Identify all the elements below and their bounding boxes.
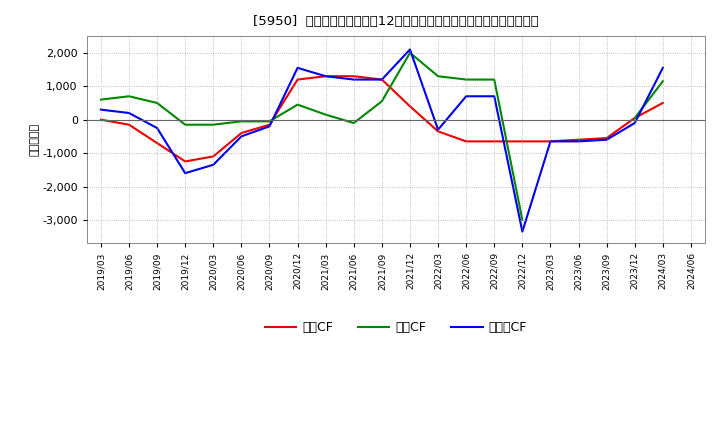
- 投資CF: [181, 122, 189, 127]
- フリーCF: [490, 94, 498, 99]
- 投資CF: [96, 97, 105, 102]
- フリーCF: [181, 171, 189, 176]
- 営業CF: [631, 115, 639, 121]
- フリーCF: [321, 73, 330, 79]
- 営業CF: [265, 122, 274, 127]
- 投資CF: [518, 217, 526, 223]
- 営業CF: [181, 159, 189, 164]
- 投資CF: [237, 119, 246, 124]
- Line: 投資CF: 投資CF: [101, 53, 522, 220]
- フリーCF: [433, 127, 442, 132]
- フリーCF: [575, 139, 583, 144]
- フリーCF: [96, 107, 105, 112]
- フリーCF: [659, 65, 667, 70]
- フリーCF: [631, 121, 639, 126]
- 営業CF: [349, 73, 358, 79]
- 営業CF: [321, 73, 330, 79]
- 投資CF: [377, 99, 386, 104]
- 営業CF: [603, 136, 611, 141]
- 投資CF: [209, 122, 217, 127]
- フリーCF: [405, 47, 414, 52]
- 投資CF: [125, 94, 133, 99]
- Line: フリーCF: フリーCF: [101, 49, 663, 231]
- 営業CF: [237, 130, 246, 136]
- 営業CF: [125, 122, 133, 127]
- フリーCF: [462, 94, 470, 99]
- 営業CF: [96, 117, 105, 122]
- 営業CF: [518, 139, 526, 144]
- 営業CF: [490, 139, 498, 144]
- 投資CF: [405, 50, 414, 55]
- 営業CF: [462, 139, 470, 144]
- 営業CF: [209, 154, 217, 159]
- フリーCF: [518, 229, 526, 234]
- Title: [5950]  キャッシュフローの12か月移動合計の対前年同期増減額の推移: [5950] キャッシュフローの12か月移動合計の対前年同期増減額の推移: [253, 15, 539, 28]
- 営業CF: [546, 139, 555, 144]
- Y-axis label: （百万円）: （百万円）: [30, 123, 40, 156]
- 営業CF: [659, 100, 667, 106]
- フリーCF: [603, 137, 611, 143]
- 投資CF: [433, 73, 442, 79]
- 投資CF: [153, 100, 161, 106]
- フリーCF: [237, 134, 246, 139]
- フリーCF: [377, 77, 386, 82]
- 営業CF: [153, 140, 161, 146]
- 投資CF: [265, 119, 274, 124]
- フリーCF: [265, 124, 274, 129]
- 営業CF: [377, 77, 386, 82]
- フリーCF: [209, 162, 217, 168]
- Line: 営業CF: 営業CF: [101, 76, 663, 161]
- 投資CF: [462, 77, 470, 82]
- 投資CF: [490, 77, 498, 82]
- フリーCF: [153, 125, 161, 131]
- フリーCF: [546, 139, 555, 144]
- 営業CF: [575, 137, 583, 143]
- 営業CF: [405, 104, 414, 109]
- フリーCF: [349, 77, 358, 82]
- 投資CF: [293, 102, 302, 107]
- 営業CF: [293, 77, 302, 82]
- 投資CF: [321, 112, 330, 117]
- フリーCF: [125, 110, 133, 116]
- 営業CF: [433, 129, 442, 134]
- 投資CF: [349, 121, 358, 126]
- フリーCF: [293, 65, 302, 70]
- Legend: 営業CF, 投資CF, フリーCF: 営業CF, 投資CF, フリーCF: [260, 316, 532, 339]
